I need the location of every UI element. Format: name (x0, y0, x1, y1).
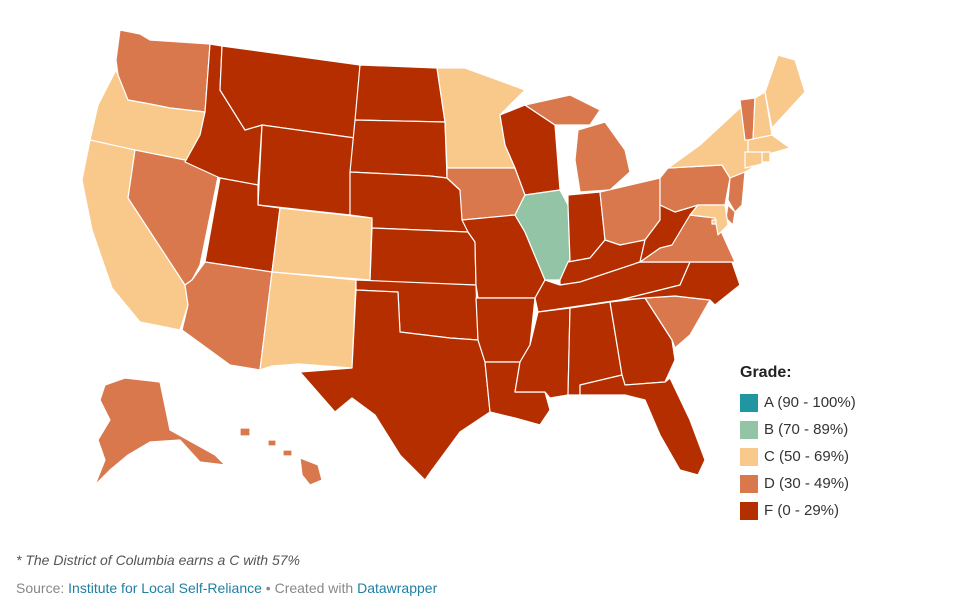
state-north-carolina[interactable] (619, 261, 741, 306)
state-montana[interactable] (219, 45, 361, 139)
state-michigan[interactable] (524, 94, 631, 193)
source-link[interactable]: Institute for Local Self-Reliance (68, 580, 262, 596)
legend-swatch (740, 474, 758, 493)
source-separator: • Created with (261, 580, 358, 596)
legend: Grade: A (90 - 100%) B (70 - 89%) C (50 - … (740, 364, 856, 524)
state-arizona[interactable] (181, 261, 273, 371)
state-massachusetts[interactable] (747, 134, 791, 156)
state-hawaii[interactable] (239, 427, 323, 486)
footnote: * The District of Columbia earns a C wit… (16, 552, 300, 568)
legend-item-c: C (50 - 69%) (740, 443, 856, 470)
state-south-dakota[interactable] (349, 119, 448, 179)
legend-swatch (740, 501, 758, 520)
state-new-mexico[interactable] (259, 271, 357, 371)
state-district-of-columbia[interactable] (711, 219, 717, 225)
state-kansas[interactable] (369, 227, 477, 286)
legend-item-b: B (70 - 89%) (740, 416, 856, 443)
legend-title: Grade: (740, 364, 792, 381)
state-texas[interactable] (299, 289, 491, 481)
legend-label: F (0 - 29%) (764, 502, 840, 519)
state-maryland[interactable] (689, 204, 729, 236)
state-florida[interactable] (579, 374, 706, 476)
state-maine[interactable] (764, 54, 806, 129)
state-new-york[interactable] (667, 107, 753, 179)
state-new-jersey[interactable] (727, 171, 746, 213)
state-washington[interactable] (115, 29, 211, 113)
legend-swatch (740, 447, 758, 466)
state-wyoming[interactable] (257, 124, 356, 216)
state-alaska[interactable] (94, 377, 226, 486)
state-north-dakota[interactable] (354, 64, 446, 123)
legend-item-f: F (0 - 29%) (740, 497, 856, 524)
legend-item-d: D (30 - 49%) (740, 470, 856, 497)
source-line: Source: Institute for Local Self-Relianc… (16, 580, 437, 596)
legend-swatch (740, 420, 758, 439)
legend-item-a: A (90 - 100%) (740, 389, 856, 416)
source-prefix: Source: (16, 580, 69, 596)
legend-label: C (50 - 69%) (764, 448, 850, 465)
legend-swatch (740, 393, 758, 412)
legend-label: D (30 - 49%) (764, 475, 850, 492)
state-rhode-island[interactable] (761, 151, 771, 163)
state-colorado[interactable] (271, 207, 373, 281)
datawrapper-link[interactable]: Datawrapper (357, 580, 438, 596)
legend-label: A (90 - 100%) (764, 394, 856, 411)
legend-items: A (90 - 100%) B (70 - 89%) C (50 - 69%) D (… (740, 389, 856, 524)
state-connecticut[interactable] (744, 151, 763, 169)
legend-label: B (70 - 89%) (764, 421, 849, 438)
